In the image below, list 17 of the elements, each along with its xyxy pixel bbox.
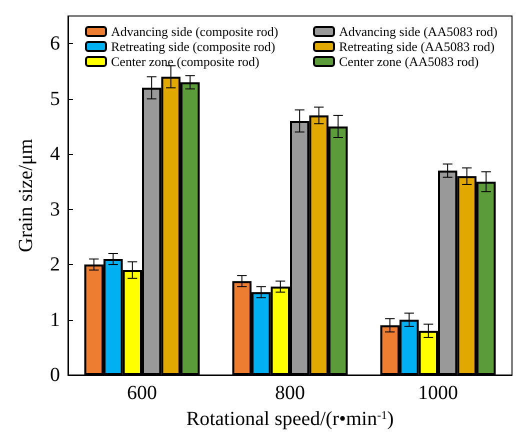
y-tick-label: 6: [50, 32, 60, 55]
x-tick-label: 800: [275, 382, 305, 404]
legend-label: Advancing side (AA5083 rod): [339, 24, 498, 39]
y-tick-label: 3: [50, 198, 60, 220]
legend-label: Retreating side (composite rod): [111, 39, 276, 54]
x-tick-label: 600: [127, 382, 157, 404]
legend-label: Retreating side (AA5083 rod): [339, 39, 495, 54]
y-tick-label: 5: [50, 88, 60, 110]
legend-label: Advancing side (composite rod): [111, 24, 278, 39]
legend-label: Center zone (AA5083 rod): [339, 54, 479, 69]
y-axis-title: Grain size/μm: [15, 138, 37, 252]
y-tick-label: 0: [50, 364, 60, 386]
x-tick-label: 1000: [418, 382, 458, 404]
legend-label: Center zone (composite rod): [111, 54, 260, 69]
y-tick-label: 2: [50, 254, 60, 276]
y-tick-label: 1: [50, 308, 60, 331]
y-tick-label: 4: [50, 143, 60, 166]
